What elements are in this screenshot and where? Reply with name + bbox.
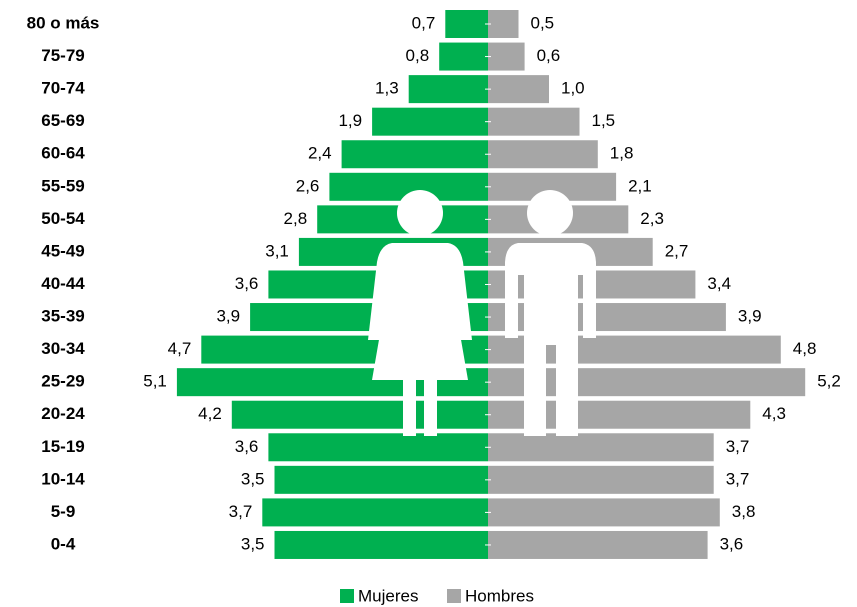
value-label: 3,9 xyxy=(738,307,762,326)
bar xyxy=(488,42,525,71)
value-label: 0,7 xyxy=(412,13,436,32)
value-label: 2,3 xyxy=(640,209,664,228)
category-label: 45-49 xyxy=(41,241,84,260)
value-label: 3,8 xyxy=(732,502,756,521)
category-label: 60-64 xyxy=(41,144,85,163)
value-label: 4,3 xyxy=(762,404,786,423)
value-label: 2,6 xyxy=(296,176,320,195)
bar xyxy=(408,75,488,104)
legend-label: Hombres xyxy=(465,586,534,605)
woman-head xyxy=(397,190,443,236)
category-label: 15-19 xyxy=(41,437,84,456)
value-label: 4,2 xyxy=(198,404,222,423)
value-label: 3,1 xyxy=(265,241,289,260)
value-label: 1,3 xyxy=(375,79,399,98)
value-label: 2,8 xyxy=(284,209,308,228)
value-label: 3,6 xyxy=(235,274,259,293)
value-label: 2,4 xyxy=(308,144,332,163)
value-label: 4,7 xyxy=(168,339,192,358)
category-label: 80 o más xyxy=(27,13,100,32)
value-label: 2,7 xyxy=(665,241,689,260)
category-label: 50-54 xyxy=(41,209,85,228)
value-label: 3,7 xyxy=(229,502,253,521)
value-label: 5,1 xyxy=(143,372,167,391)
value-label: 3,4 xyxy=(707,274,731,293)
category-label: 10-14 xyxy=(41,469,85,488)
value-label: 0,5 xyxy=(531,13,555,32)
value-label: 2,1 xyxy=(628,176,652,195)
category-label: 70-74 xyxy=(41,79,85,98)
bar xyxy=(488,530,708,559)
bar xyxy=(488,107,580,136)
man-head xyxy=(527,190,573,236)
legend-label: Mujeres xyxy=(358,586,418,605)
woman-figure xyxy=(368,243,472,436)
bar xyxy=(445,10,488,38)
category-label: 65-69 xyxy=(41,111,84,130)
category-label: 0-4 xyxy=(51,534,76,553)
value-label: 0,6 xyxy=(537,46,561,65)
value-label: 1,0 xyxy=(561,79,585,98)
value-label: 3,6 xyxy=(235,437,259,456)
bar xyxy=(268,433,488,462)
category-label: 30-34 xyxy=(41,339,85,358)
value-label: 3,5 xyxy=(241,534,265,553)
bar xyxy=(488,10,519,38)
value-label: 1,5 xyxy=(592,111,616,130)
value-label: 4,8 xyxy=(793,339,817,358)
bar xyxy=(488,140,598,169)
bar xyxy=(262,498,488,527)
value-label: 3,7 xyxy=(726,469,750,488)
category-label: 5-9 xyxy=(51,502,76,521)
value-label: 1,9 xyxy=(338,111,362,130)
bar xyxy=(341,140,488,169)
bar xyxy=(488,433,714,462)
bar xyxy=(439,42,488,71)
value-label: 5,2 xyxy=(817,372,841,391)
category-label: 40-44 xyxy=(41,274,85,293)
category-label: 75-79 xyxy=(41,46,84,65)
value-label: 1,8 xyxy=(610,144,634,163)
value-label: 3,7 xyxy=(726,437,750,456)
bar xyxy=(488,75,549,104)
category-label: 35-39 xyxy=(41,307,84,326)
man-figure xyxy=(505,243,596,436)
bar xyxy=(372,107,488,136)
category-label: 55-59 xyxy=(41,176,84,195)
bar xyxy=(274,465,488,494)
value-label: 0,8 xyxy=(406,46,430,65)
category-label: 20-24 xyxy=(41,404,85,423)
bar xyxy=(488,465,714,494)
bar xyxy=(488,303,726,332)
legend-swatch xyxy=(447,589,461,603)
bar xyxy=(488,498,720,527)
labels: 80 o más 0,7 0,5 75-79 0,8 0,6 70-74 1,3 1,0 65-6… xyxy=(27,13,841,605)
category-label: 25-29 xyxy=(41,372,84,391)
value-label: 3,5 xyxy=(241,469,265,488)
value-label: 3,9 xyxy=(216,307,240,326)
legend-swatch xyxy=(340,589,354,603)
value-label: 3,6 xyxy=(720,534,744,553)
bar xyxy=(231,400,489,429)
bar xyxy=(274,530,488,559)
figures xyxy=(368,190,596,436)
